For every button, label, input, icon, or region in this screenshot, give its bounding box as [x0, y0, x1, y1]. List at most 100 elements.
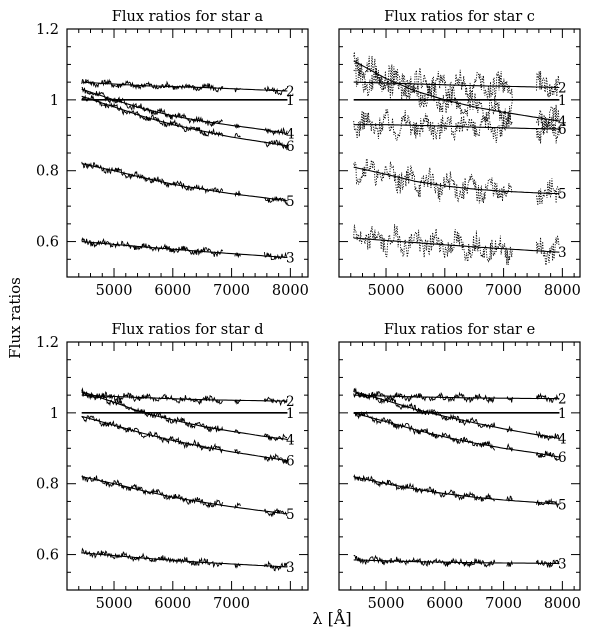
observed-ratio — [81, 475, 288, 518]
series-5: 5 — [81, 161, 295, 210]
observed-ratio — [81, 237, 288, 261]
series-label: 5 — [286, 194, 295, 210]
fit-curve — [353, 81, 560, 89]
panel-title: Flux ratios for star e — [384, 322, 535, 338]
observed-ratio — [353, 51, 560, 135]
x-tick-label: 6000 — [154, 596, 191, 612]
x-tick-label: 6000 — [426, 283, 463, 299]
y-tick-label: 0.8 — [36, 164, 59, 180]
series-3: 3 — [353, 554, 567, 572]
x-tick-label: 6000 — [426, 596, 463, 612]
series-5: 5 — [353, 158, 567, 206]
series-label: 6 — [558, 122, 567, 138]
panel-2: Flux ratios for star c 5000 6000 7000 8000 12… — [338, 9, 581, 299]
x-tick-label: 8000 — [272, 283, 309, 299]
y-tick-label: 1.2 — [36, 335, 59, 351]
panel-frame — [338, 341, 581, 591]
x-tick-label: 5000 — [96, 596, 133, 612]
observed-ratio — [81, 390, 288, 407]
x-tick-label: 7000 — [485, 596, 522, 612]
observed-ratio — [353, 108, 560, 144]
x-tick-label: 7000 — [485, 283, 522, 299]
observed-ratio — [353, 391, 560, 404]
series-5: 5 — [81, 475, 295, 523]
observed-ratio — [81, 387, 288, 442]
series-label: 5 — [558, 187, 567, 203]
observed-ratio — [81, 161, 288, 206]
panel-4: Flux ratios for star e 5000 6000 7000 8000 12… — [338, 322, 581, 612]
series-label: 6 — [286, 454, 295, 470]
panel-3: Flux ratios for star d 5000 6000 7000 0.6 0.8… — [36, 322, 309, 612]
series-label: 1 — [286, 406, 295, 422]
series-label: 1 — [286, 93, 295, 109]
series-label: 4 — [286, 432, 295, 448]
y-tick-label: 0.6 — [36, 548, 59, 564]
observed-ratio — [353, 224, 560, 267]
series-2: 2 — [81, 78, 295, 100]
fit-curve — [81, 88, 288, 135]
panel-title: Flux ratios for star a — [112, 9, 264, 25]
series-1: 1 — [81, 93, 295, 109]
series-label: 4 — [558, 431, 567, 447]
global-xlabel: λ [Å] — [312, 608, 351, 628]
series-4: 4 — [81, 86, 295, 143]
series-2: 2 — [353, 391, 567, 408]
series-label: 6 — [286, 139, 295, 155]
x-tick-label: 5000 — [368, 596, 405, 612]
observed-ratio — [81, 78, 288, 96]
series-label: 2 — [286, 84, 295, 100]
fit-curve — [81, 415, 288, 462]
fit-curve — [353, 394, 560, 400]
panel-title: Flux ratios for star d — [111, 322, 263, 338]
series-3: 3 — [81, 547, 295, 576]
y-tick-label: 1 — [50, 406, 59, 422]
observed-ratio — [353, 67, 560, 103]
x-tick-label: 5000 — [368, 283, 405, 299]
series-label: 6 — [558, 450, 567, 466]
series-label: 2 — [558, 80, 567, 96]
series-3: 3 — [353, 224, 567, 267]
series-1: 1 — [81, 406, 295, 422]
series-6: 6 — [353, 108, 567, 144]
x-tick-label: 8000 — [544, 283, 581, 299]
observed-ratio — [353, 410, 560, 462]
y-tick-label: 1 — [50, 93, 59, 109]
x-tick-label: 8000 — [544, 596, 581, 612]
observed-ratio — [81, 547, 288, 572]
series-label: 2 — [286, 394, 295, 410]
series-label: 1 — [558, 93, 567, 109]
panel-1: Flux ratios for star a 5000 6000 7000 8000 0.… — [36, 9, 309, 299]
series-label: 4 — [286, 127, 295, 143]
series-6: 6 — [81, 94, 295, 155]
fit-curve — [81, 476, 288, 515]
y-tick-label: 0.6 — [36, 235, 59, 251]
series-label: 1 — [558, 406, 567, 422]
series-label: 3 — [558, 556, 567, 572]
x-tick-label: 6000 — [154, 283, 191, 299]
series-5: 5 — [353, 473, 567, 513]
observed-ratio — [353, 387, 560, 442]
fit-curve — [353, 476, 560, 505]
x-tick-label: 5000 — [96, 283, 133, 299]
fit-curve — [353, 60, 560, 122]
series-4: 4 — [353, 51, 567, 135]
series-label: 2 — [558, 392, 567, 408]
series-label: 5 — [558, 497, 567, 513]
series-6: 6 — [81, 415, 295, 470]
y-tick-label: 0.8 — [36, 477, 59, 493]
global-ylabel: Flux ratios — [6, 277, 24, 359]
fit-curve — [353, 237, 560, 253]
series-3: 3 — [81, 237, 295, 267]
series-1: 1 — [353, 93, 567, 109]
panel-title: Flux ratios for star c — [384, 9, 535, 25]
observed-ratio — [81, 415, 288, 465]
series-2: 2 — [81, 390, 295, 410]
x-tick-label: 7000 — [213, 283, 250, 299]
observed-ratio — [353, 473, 560, 509]
fit-curve — [81, 95, 288, 147]
observed-ratio — [81, 86, 288, 136]
series-label: 5 — [286, 507, 295, 523]
series-1: 1 — [353, 406, 567, 422]
